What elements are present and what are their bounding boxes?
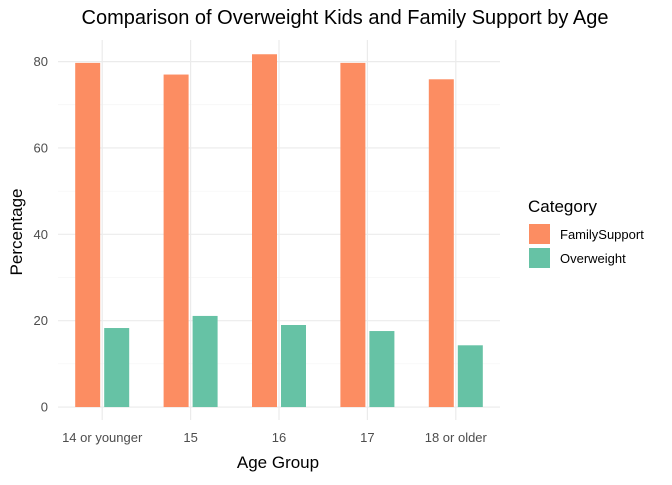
x-axis-label: Age Group bbox=[237, 453, 319, 472]
y-tick-label: 60 bbox=[34, 140, 48, 155]
bar-overweight-14-or-younger bbox=[104, 328, 130, 408]
y-tick-label: 20 bbox=[34, 313, 48, 328]
x-tick-label: 15 bbox=[183, 430, 197, 445]
legend-key-overweight bbox=[529, 248, 550, 268]
bar-overweight-17 bbox=[369, 331, 395, 408]
y-axis-ticks: 0 20 40 60 80 bbox=[34, 54, 48, 414]
bar-familysupport-14-or-younger bbox=[75, 62, 101, 408]
grid-lines bbox=[58, 40, 500, 420]
bar-overweight-18-or-older bbox=[457, 345, 483, 408]
bar-familysupport-18-or-older bbox=[428, 79, 454, 408]
y-tick-label: 40 bbox=[34, 227, 48, 242]
bar-overweight-16 bbox=[281, 325, 306, 408]
bar-overweight-15 bbox=[192, 315, 218, 408]
legend-title: Category bbox=[528, 197, 597, 216]
bar-familysupport-17 bbox=[340, 62, 366, 408]
legend: Category FamilySupport Overweight bbox=[528, 197, 644, 268]
legend-key-familysupport bbox=[529, 224, 550, 244]
x-tick-label: 17 bbox=[360, 430, 374, 445]
legend-label-familysupport: FamilySupport bbox=[560, 227, 644, 242]
y-tick-label: 80 bbox=[34, 54, 48, 69]
bars bbox=[75, 54, 483, 408]
y-tick-label: 0 bbox=[41, 400, 48, 415]
chart-title: Comparison of Overweight Kids and Family… bbox=[82, 7, 609, 29]
x-tick-label: 14 or younger bbox=[62, 430, 143, 445]
bar-familysupport-16 bbox=[252, 54, 277, 408]
y-axis-label: Percentage bbox=[7, 189, 26, 276]
bar-familysupport-15 bbox=[163, 74, 189, 408]
x-tick-label: 18 or older bbox=[425, 430, 488, 445]
x-tick-label: 16 bbox=[272, 430, 286, 445]
legend-label-overweight: Overweight bbox=[560, 251, 626, 266]
x-axis-ticks: 14 or younger 15 16 17 18 or older bbox=[62, 430, 487, 445]
